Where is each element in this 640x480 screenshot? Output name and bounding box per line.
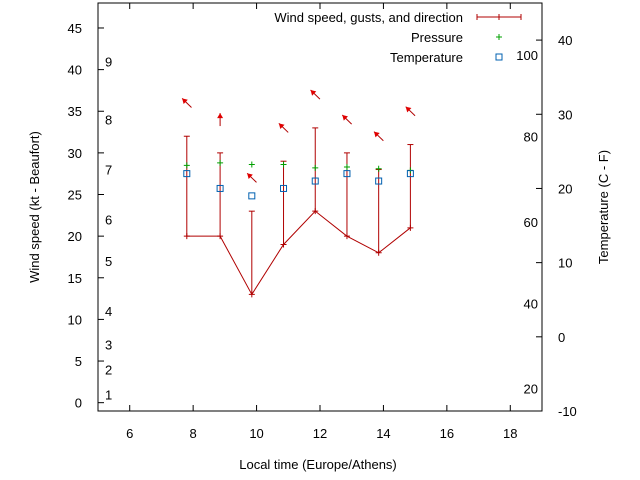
temperature-point	[248, 192, 256, 200]
temperature-point	[311, 177, 319, 185]
temperature-point	[216, 184, 224, 192]
pressure-point	[312, 164, 319, 171]
y2-tick-label: 40	[558, 33, 572, 48]
y-tick-label: 15	[68, 271, 82, 286]
beaufort-label: 7	[105, 163, 112, 178]
x-tick-label: 18	[503, 426, 517, 441]
beaufort-label: 6	[105, 212, 112, 227]
beaufort-label: 4	[105, 304, 112, 319]
pressure-point	[343, 164, 350, 171]
x-tick-label: 6	[126, 426, 133, 441]
wind-direction-arrow	[405, 106, 416, 117]
y-tick-label: 0	[75, 396, 82, 411]
arrow-head	[342, 115, 348, 121]
y-tick-label: 30	[68, 146, 82, 161]
x-axis-label: Local time (Europe/Athens)	[239, 457, 397, 472]
fahrenheit-label: 20	[524, 382, 538, 397]
legend-label-wind: Wind speed, gusts, and direction	[274, 10, 463, 25]
x-tick-label: 8	[190, 426, 197, 441]
wind-point	[343, 233, 350, 240]
legend-label-pressure: Pressure	[411, 30, 463, 45]
arrow-head	[278, 123, 285, 130]
temperature-point	[375, 177, 383, 185]
beaufort-label: 9	[105, 54, 112, 69]
wind-point	[375, 249, 382, 256]
y-tick-label: 35	[68, 104, 82, 119]
y2-tick-label: 10	[558, 256, 572, 271]
beaufort-label: 2	[105, 362, 112, 377]
wind-direction-arrow	[246, 172, 257, 183]
legend-sample-wind-point	[496, 14, 502, 20]
wind-point	[312, 208, 319, 215]
wind-direction-arrow	[310, 89, 321, 100]
wind-point	[280, 241, 287, 248]
y-tick-label: 25	[68, 188, 82, 203]
fahrenheit-label: 40	[524, 296, 538, 311]
x-tick-label: 12	[313, 426, 327, 441]
temperature-point	[343, 170, 351, 178]
legend-sample-pressure	[496, 34, 502, 40]
arrow-head	[182, 98, 188, 105]
plot-frame	[97, 2, 543, 412]
wind-point	[183, 233, 190, 240]
wind-point	[407, 224, 414, 231]
temperature-point	[406, 170, 414, 178]
legend-label-temperature: Temperature	[390, 50, 463, 65]
y2-tick-label: 20	[558, 181, 572, 196]
pressure-point	[248, 161, 255, 168]
y2-tick-label: 0	[558, 330, 565, 345]
wind-speed-line	[186, 210, 411, 296]
beaufort-label: 3	[105, 337, 112, 352]
pressure-point	[375, 165, 382, 172]
fahrenheit-label: 60	[524, 215, 538, 230]
legend: Wind speed, gusts, and direction Pressur…	[274, 10, 522, 65]
y2-axis-label: Temperature (C - F)	[596, 150, 611, 264]
series-layer	[181, 89, 416, 298]
y-tick-label: 20	[68, 229, 82, 244]
fahrenheit-label: 100	[516, 48, 538, 63]
wind-direction-arrow	[217, 113, 224, 127]
arrow-head	[405, 106, 412, 113]
y-tick-label: 10	[68, 312, 82, 327]
beaufort-label: 1	[105, 387, 112, 402]
x-tick-label: 10	[249, 426, 263, 441]
pressure-point	[183, 162, 190, 169]
beaufort-label: 8	[105, 113, 112, 128]
y-tick-label: 40	[68, 63, 82, 78]
wind-point	[217, 233, 224, 240]
arrow-head	[217, 113, 224, 119]
wind-direction-arrow	[373, 131, 384, 142]
pressure-point	[280, 161, 287, 168]
axis-ticks	[98, 3, 542, 412]
y-tick-label: 45	[68, 21, 82, 36]
arrow-head	[310, 90, 317, 96]
secondary-scale-labels: 1 2 3 4 5 6 7 8 9 20 40 60 80 100	[105, 48, 538, 402]
wind-direction-arrow	[341, 114, 352, 125]
temperature-point	[183, 170, 191, 178]
pressure-point	[217, 159, 224, 166]
arrow-head	[373, 131, 380, 138]
legend-sample-temperature	[495, 53, 503, 61]
tick-labels: 6 8 10 12 14 16 18051015202530354045-100102030…	[68, 21, 577, 441]
x-tick-label: 16	[440, 426, 454, 441]
y-axis-label: Wind speed (kt - Beaufort)	[27, 131, 42, 283]
beaufort-label: 5	[105, 254, 112, 269]
fahrenheit-label: 80	[524, 130, 538, 145]
y2-tick-label: 30	[558, 107, 572, 122]
temperature-point	[280, 184, 288, 192]
x-tick-label: 14	[376, 426, 390, 441]
wind-direction-arrow	[181, 98, 192, 108]
wind-point	[248, 291, 255, 298]
arrow-head	[247, 173, 253, 179]
y2-tick-label: -10	[558, 404, 577, 419]
y-tick-label: 5	[75, 354, 82, 369]
wind-direction-arrow	[278, 122, 289, 133]
